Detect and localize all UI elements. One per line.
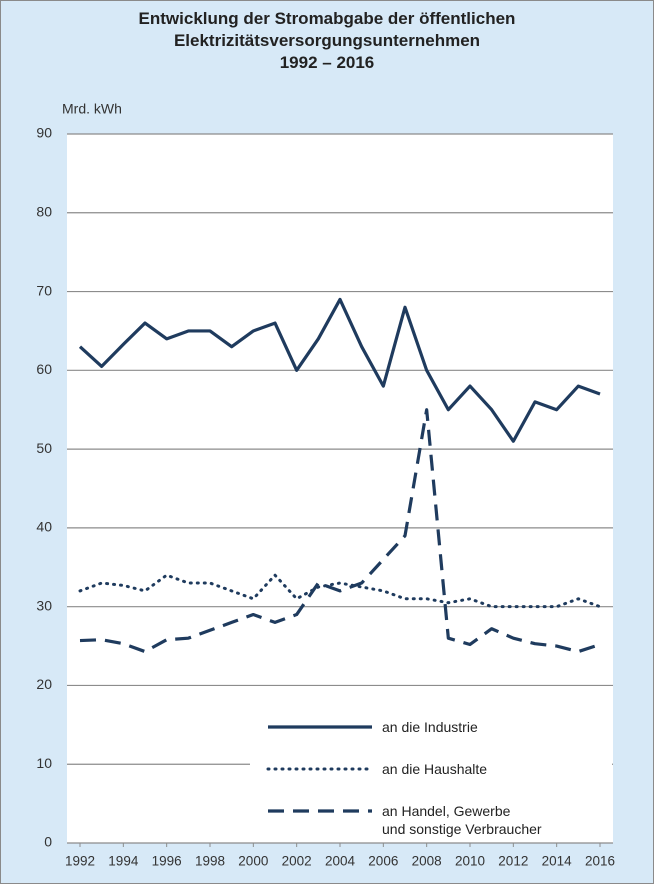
x-tick-label: 2016 [585, 854, 615, 869]
x-tick-label: 1992 [65, 854, 95, 869]
y-tick-label: 10 [36, 755, 52, 771]
legend-entry: an die Industrie [250, 718, 478, 736]
x-tick-label: 2002 [282, 854, 312, 869]
legend-swatch [268, 725, 372, 729]
y-tick-label: 30 [36, 597, 52, 613]
chart-title: Entwicklung der Stromabgabe der öffentli… [138, 9, 516, 72]
series-line [78, 573, 602, 609]
legend-entry: an die Haushalte [250, 760, 487, 778]
legend-swatch [268, 809, 372, 813]
legend-entry: an Handel, Gewerbe und sonstige Verbrauc… [250, 802, 542, 838]
series-line [79, 408, 601, 654]
x-tick-label: 1996 [152, 854, 182, 869]
x-tick-label: 1998 [195, 854, 225, 869]
legend: an die Industrie an die Haushalte an Hande… [250, 702, 612, 840]
x-tick-label: 1994 [108, 854, 139, 869]
y-tick-label: 90 [36, 125, 52, 141]
x-tick-label: 2010 [455, 854, 485, 869]
legend-label: an die Haushalte [382, 761, 488, 777]
x-tick-label: 2006 [368, 854, 398, 869]
legend-label: an die Industrie [382, 719, 478, 735]
legend-label: an Handel, Gewerbe und sonstige Verbrauc… [382, 803, 542, 837]
x-tick-label: 2008 [412, 854, 442, 869]
y-tick-label: 0 [44, 834, 52, 850]
x-tick-label: 2004 [325, 854, 356, 869]
y-tick-label: 40 [36, 519, 52, 535]
y-tick-label: 80 [36, 203, 52, 219]
y-tick-label: 50 [36, 440, 52, 456]
y-axis-label: Mrd. kWh [62, 101, 122, 117]
y-tick-label: 70 [36, 282, 52, 298]
x-tick-label: 2012 [498, 854, 528, 869]
series-line [78, 297, 601, 443]
y-tick-label: 20 [36, 676, 52, 692]
x-tick-label: 2014 [542, 854, 573, 869]
x-tick-label: 2000 [238, 854, 268, 869]
legend-swatch [266, 767, 374, 771]
y-tick-label: 60 [36, 361, 52, 377]
